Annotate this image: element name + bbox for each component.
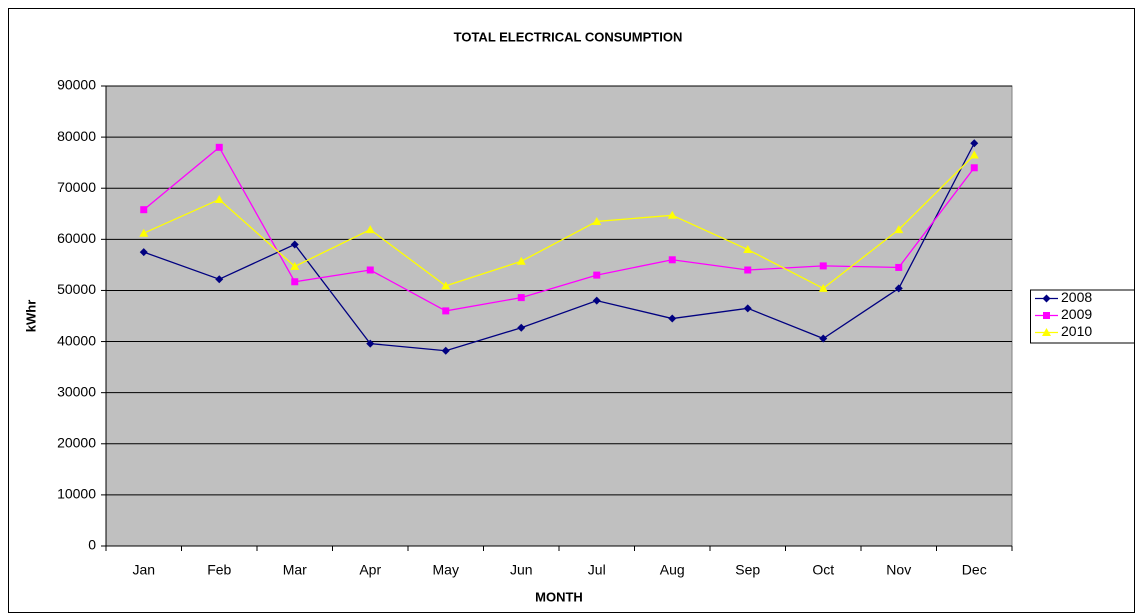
x-tick-label: Jul (588, 562, 606, 578)
legend-label: 2010 (1061, 323, 1092, 339)
x-tick-label: Feb (207, 562, 231, 578)
marker (1042, 294, 1051, 303)
marker (441, 281, 451, 290)
series-line (143, 146, 975, 312)
marker (593, 271, 601, 279)
marker (743, 304, 752, 313)
marker (140, 206, 148, 214)
marker (592, 216, 602, 225)
marker (215, 143, 223, 151)
marker (667, 210, 677, 219)
x-tick-label: Sep (735, 562, 760, 578)
marker (366, 266, 374, 274)
marker (290, 240, 299, 249)
marker (366, 339, 375, 348)
chart-title: TOTAL ELECTRICAL CONSUMPTION (454, 29, 683, 44)
y-tick-label: 60000 (57, 230, 96, 246)
marker (970, 164, 978, 172)
marker (668, 256, 676, 264)
y-tick-label: 70000 (57, 179, 96, 195)
plot-area (105, 85, 1013, 547)
marker (743, 245, 753, 254)
x-tick-label: Mar (283, 562, 307, 578)
series-line (143, 142, 975, 352)
x-tick-label: Apr (359, 562, 381, 578)
marker (365, 225, 375, 234)
marker (516, 256, 526, 265)
marker (1042, 328, 1051, 336)
marker (214, 194, 224, 203)
y-tick-label: 30000 (57, 383, 96, 399)
marker (819, 334, 828, 343)
marker (442, 307, 450, 315)
marker (215, 275, 224, 284)
marker (744, 266, 752, 274)
marker (139, 228, 149, 237)
marker (894, 284, 903, 293)
x-axis-label: MONTH (535, 589, 583, 604)
marker (894, 225, 904, 234)
marker (139, 248, 148, 257)
legend-label: 2009 (1061, 306, 1092, 322)
marker (517, 294, 525, 302)
x-tick-label: Aug (660, 562, 685, 578)
x-tick-label: Jan (132, 562, 155, 578)
marker (668, 314, 677, 323)
y-axis-label: kWhr (23, 300, 38, 333)
marker (517, 323, 526, 332)
x-tick-label: Oct (812, 562, 834, 578)
y-tick-label: 80000 (57, 128, 96, 144)
marker (818, 283, 828, 292)
marker (819, 262, 827, 270)
x-tick-label: May (433, 562, 459, 578)
marker (592, 296, 601, 305)
series-line (143, 154, 975, 290)
y-tick-label: 20000 (57, 434, 96, 450)
marker (895, 263, 903, 271)
marker (290, 261, 300, 270)
legend-label: 2008 (1061, 289, 1092, 305)
y-tick-label: 0 (88, 537, 96, 553)
marker (970, 139, 979, 148)
y-tick-label: 90000 (57, 77, 96, 93)
marker (1043, 312, 1050, 319)
x-tick-label: Nov (886, 562, 911, 578)
x-tick-label: Dec (962, 562, 987, 578)
y-tick-label: 50000 (57, 281, 96, 297)
marker (441, 346, 450, 355)
y-tick-label: 40000 (57, 332, 96, 348)
marker (969, 150, 979, 159)
x-tick-label: Jun (510, 562, 533, 578)
marker (291, 278, 299, 286)
y-tick-label: 10000 (57, 486, 96, 502)
